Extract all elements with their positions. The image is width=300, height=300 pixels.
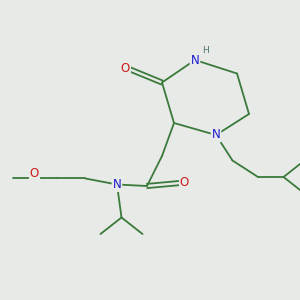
Text: N: N [190, 53, 200, 67]
Text: O: O [121, 62, 130, 76]
Text: N: N [112, 178, 122, 191]
Text: H: H [202, 46, 209, 55]
Text: O: O [180, 176, 189, 190]
Text: N: N [212, 128, 220, 142]
Text: O: O [30, 167, 39, 180]
